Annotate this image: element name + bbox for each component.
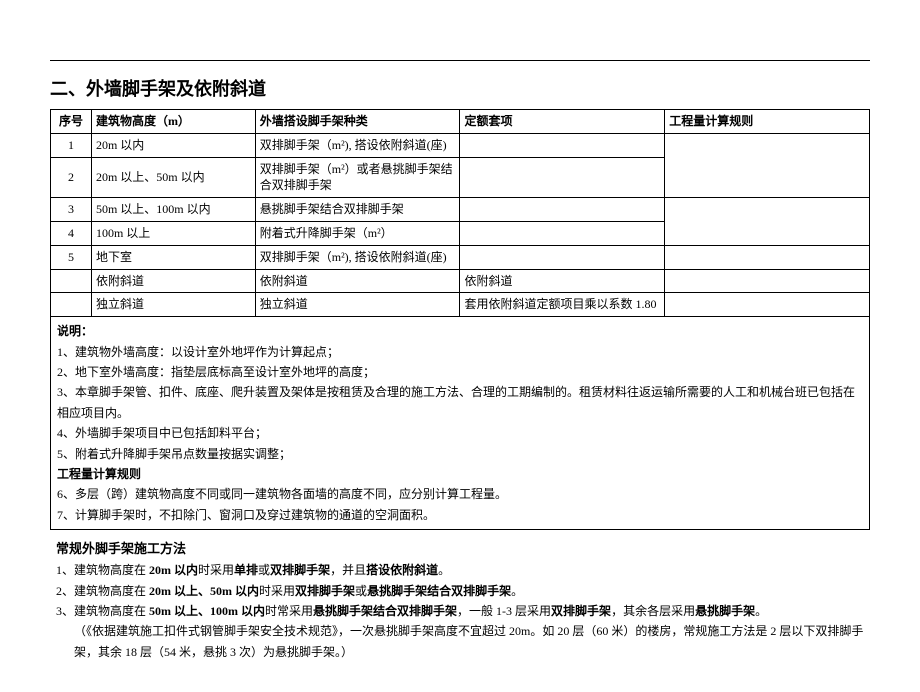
cell-de <box>460 245 665 269</box>
cell-seq: 3 <box>51 198 92 222</box>
cell-type: 双排脚手架（m²）或者悬挑脚手架结合双排脚手架 <box>255 157 460 198</box>
notes-box: 说明： 1、建筑物外墙高度：以设计室外地坪作为计算起点； 2、地下室外墙高度：指… <box>50 317 870 530</box>
th-seq: 序号 <box>51 110 92 134</box>
section-title: 二、外墙脚手架及依附斜道 <box>50 69 870 107</box>
cell-type: 独立斜道 <box>255 293 460 317</box>
cell-height: 依附斜道 <box>91 269 255 293</box>
cell-seq: 5 <box>51 245 92 269</box>
calc-title: 工程量计算规则 <box>57 464 863 484</box>
free-line: 2、建筑物高度在 20m 以上、50m 以内时采用双排脚手架或悬挑脚手架结合双排… <box>56 581 864 601</box>
free-line: 3、建筑物高度在 50m 以上、100m 以内时常采用悬挑脚手架结合双排脚手架，… <box>56 601 864 621</box>
th-type: 外墙搭设脚手架种类 <box>255 110 460 134</box>
note-line: 2、地下室外墙高度：指垫层底标高至设计室外地坪的高度； <box>57 362 863 382</box>
note-line: 1、建筑物外墙高度：以设计室外地坪作为计算起点； <box>57 342 863 362</box>
cell-rule <box>665 269 870 293</box>
cell-seq <box>51 293 92 317</box>
cell-de <box>460 133 665 157</box>
th-height: 建筑物高度（m） <box>91 110 255 134</box>
th-rule: 工程量计算规则 <box>665 110 870 134</box>
cell-de: 套用依附斜道定额项目乘以系数 1.80 <box>460 293 665 317</box>
table-row: 独立斜道 独立斜道 套用依附斜道定额项目乘以系数 1.80 <box>51 293 870 317</box>
cell-de <box>460 157 665 198</box>
note-line: 7、计算脚手架时，不扣除门、窗洞口及穿过建筑物的通道的空洞面积。 <box>57 505 863 525</box>
main-table: 序号 建筑物高度（m） 外墙搭设脚手架种类 定额套项 工程量计算规则 1 20m… <box>50 109 870 317</box>
cell-de <box>460 198 665 222</box>
cell-seq: 4 <box>51 221 92 245</box>
free-title: 常规外脚手架施工方法 <box>56 538 864 560</box>
cell-type: 双排脚手架（m²), 搭设依附斜道(座) <box>255 133 460 157</box>
table-row: 依附斜道 依附斜道 依附斜道 <box>51 269 870 293</box>
cell-type: 悬挑脚手架结合双排脚手架 <box>255 198 460 222</box>
free-line: （《依据建筑施工扣件式钢管脚手架安全技术规范》，一次悬挑脚手架高度不宜超过 20… <box>56 621 864 662</box>
note-line: 4、外墙脚手架项目中已包括卸料平台； <box>57 423 863 443</box>
cell-rule <box>665 245 870 269</box>
free-text: 常规外脚手架施工方法 1、建筑物高度在 20m 以内时采用单排或双排脚手架，并且… <box>50 530 870 662</box>
free-line: 1、建筑物高度在 20m 以内时采用单排或双排脚手架，并且搭设依附斜道。 <box>56 560 864 580</box>
cell-height: 20m 以内 <box>91 133 255 157</box>
cell-type: 双排脚手架（m²), 搭设依附斜道(座) <box>255 245 460 269</box>
cell-rule <box>665 133 870 197</box>
cell-height: 独立斜道 <box>91 293 255 317</box>
note-line: 5、附着式升降脚手架吊点数量按据实调整； <box>57 444 863 464</box>
cell-height: 地下室 <box>91 245 255 269</box>
cell-seq: 2 <box>51 157 92 198</box>
cell-rule <box>665 198 870 246</box>
cell-height: 20m 以上、50m 以内 <box>91 157 255 198</box>
cell-rule <box>665 293 870 317</box>
cell-de <box>460 221 665 245</box>
th-de: 定额套项 <box>460 110 665 134</box>
table-row: 5 地下室 双排脚手架（m²), 搭设依附斜道(座) <box>51 245 870 269</box>
cell-seq: 1 <box>51 133 92 157</box>
cell-type: 依附斜道 <box>255 269 460 293</box>
cell-height: 50m 以上、100m 以内 <box>91 198 255 222</box>
notes-title: 说明： <box>57 321 863 341</box>
table-row: 3 50m 以上、100m 以内 悬挑脚手架结合双排脚手架 <box>51 198 870 222</box>
note-line: 6、多层（跨）建筑物高度不同或同一建筑物各面墙的高度不同，应分别计算工程量。 <box>57 484 863 504</box>
cell-seq <box>51 269 92 293</box>
cell-de: 依附斜道 <box>460 269 665 293</box>
cell-height: 100m 以上 <box>91 221 255 245</box>
table-row: 1 20m 以内 双排脚手架（m²), 搭设依附斜道(座) <box>51 133 870 157</box>
cell-type: 附着式升降脚手架（m²） <box>255 221 460 245</box>
note-line: 3、本章脚手架管、扣件、底座、爬升装置及架体是按租赁及合理的施工方法、合理的工期… <box>57 382 863 423</box>
